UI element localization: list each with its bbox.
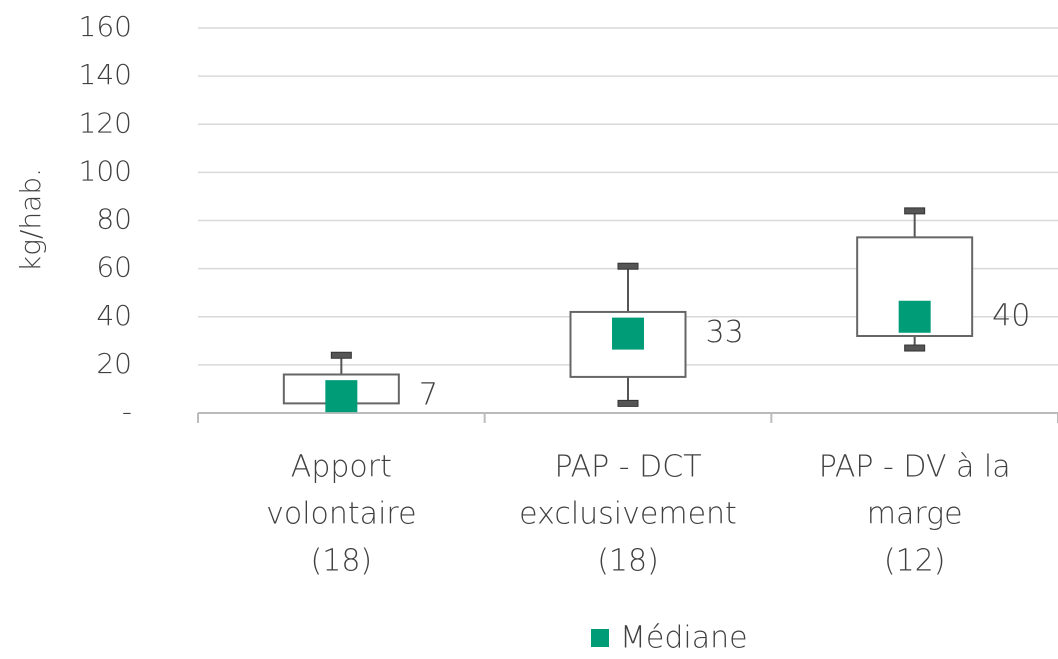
x-tick-label: PAP - DCT <box>554 450 701 485</box>
y-tick-label: 20 <box>96 347 132 380</box>
x-tick-label: PAP - DV à la <box>819 450 1011 485</box>
whisker-cap-lower <box>904 344 926 352</box>
median-marker <box>325 380 358 413</box>
x-tick-label: (12) <box>884 544 946 579</box>
y-tick-label: 100 <box>79 154 132 187</box>
x-tick-label: (18) <box>311 544 373 579</box>
whisker-cap-upper <box>617 262 639 270</box>
x-tick-label: exclusivement <box>519 497 737 532</box>
x-tick-label: Apport <box>291 450 392 485</box>
whisker-cap-lower <box>617 399 639 407</box>
median-label: 7 <box>419 378 438 413</box>
median-marker <box>898 300 931 333</box>
y-tick-label: 120 <box>79 106 132 139</box>
y-tick-label: - <box>122 395 132 428</box>
median-label: 40 <box>992 298 1030 333</box>
median-label: 33 <box>706 315 744 350</box>
legend-swatch <box>591 629 609 647</box>
y-tick-label: 80 <box>96 203 132 236</box>
x-tick-label: marge <box>867 497 963 532</box>
median-marker <box>612 317 644 350</box>
x-tick-label: (18) <box>597 544 659 579</box>
whisker-cap-upper <box>330 351 352 359</box>
legend-label: Médiane <box>620 621 748 656</box>
y-tick-label: 140 <box>79 58 132 91</box>
y-tick-label: 60 <box>96 251 132 284</box>
y-tick-label: 40 <box>96 299 132 332</box>
y-tick-label: 160 <box>79 10 132 43</box>
x-tick-label: volontaire <box>266 497 416 532</box>
y-axis-label: kg/hab. <box>14 168 47 272</box>
whisker-cap-upper <box>904 207 926 215</box>
